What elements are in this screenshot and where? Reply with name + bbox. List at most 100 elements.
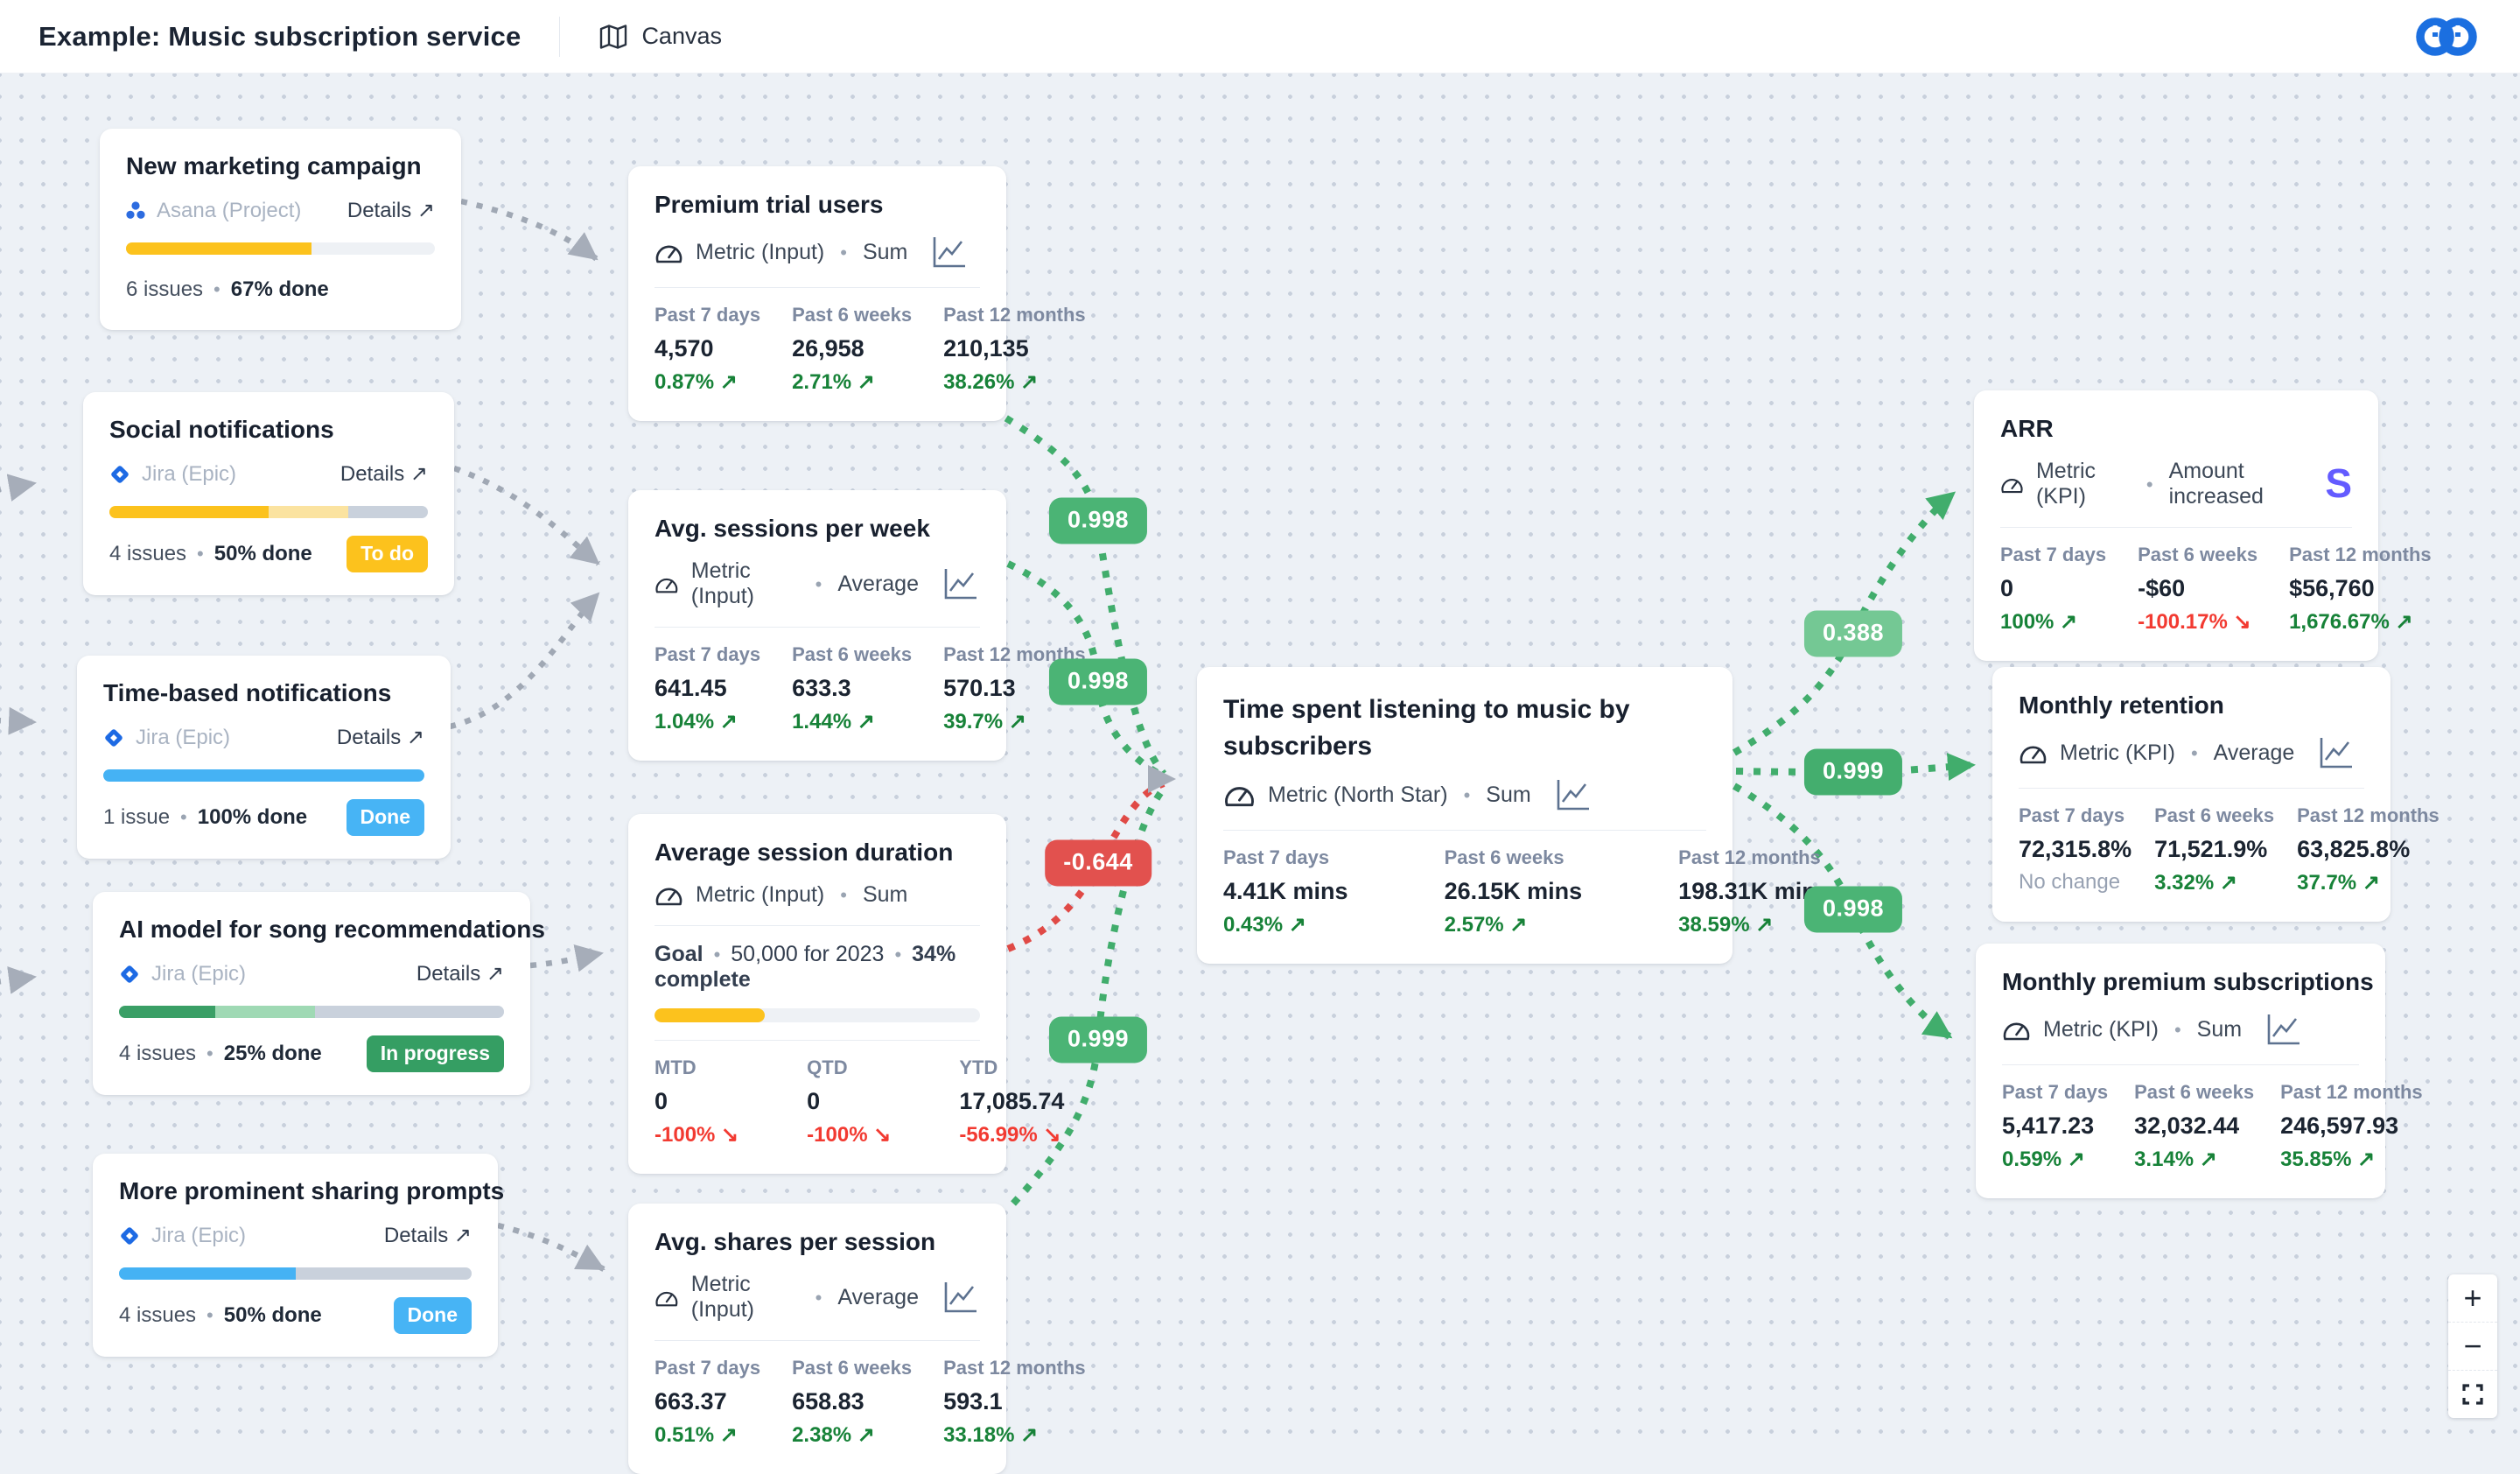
metric-card-monthly-premium-subscriptions[interactable]: Monthly premium subscriptions Metric (KP… bbox=[1976, 944, 2423, 1198]
project-source-label: Jira (Epic) bbox=[142, 461, 237, 486]
line-chart-icon[interactable] bbox=[928, 235, 969, 270]
wire-stub-1 bbox=[0, 474, 37, 502]
metric-type: Metric (KPI) bbox=[2060, 740, 2175, 765]
period-label: Past 7 days bbox=[2000, 544, 2107, 565]
period-label: Past 6 weeks bbox=[2154, 804, 2275, 826]
period-label: Past 7 days bbox=[654, 643, 761, 665]
period-label: Past 7 days bbox=[2002, 1081, 2109, 1103]
canvas[interactable]: New marketing campaign Asana (Project) D… bbox=[0, 74, 2520, 1474]
details-link[interactable]: Details ↗ bbox=[336, 726, 424, 749]
metric-delta: 38.26% ↗ bbox=[943, 370, 1039, 394]
gauge-icon bbox=[2003, 1022, 2030, 1040]
wire-stub-2 bbox=[0, 706, 37, 735]
project-card-new-marketing-campaign[interactable]: New marketing campaign Asana (Project) D… bbox=[100, 129, 461, 330]
top-bar: Example: Music subscription service Canv… bbox=[0, 0, 2520, 74]
period-label: YTD bbox=[959, 1056, 998, 1078]
metric-value: 4.41K mins bbox=[1223, 878, 1348, 904]
fullscreen-button[interactable] bbox=[2448, 1371, 2497, 1418]
correlation-badge[interactable]: 0.998 bbox=[1048, 658, 1148, 705]
line-chart-icon[interactable] bbox=[940, 1280, 980, 1315]
jira-icon bbox=[121, 1226, 138, 1245]
goal-line: Goal50,000 for 202334% complete bbox=[654, 942, 980, 993]
project-title: AI model for song recommendations bbox=[119, 916, 545, 943]
metric-card-north-star[interactable]: Time spent listening to music by subscri… bbox=[1197, 667, 1830, 964]
metric-value: 641.45 bbox=[654, 675, 727, 701]
metric-delta: 100% ↗ bbox=[2000, 610, 2078, 634]
metric-delta: -100.17% ↘ bbox=[2138, 610, 2251, 634]
goal-progress-bar bbox=[654, 1008, 980, 1022]
metric-value: -$60 bbox=[2138, 575, 2186, 601]
project-card-ai-model[interactable]: AI model for song recommendations Jira (… bbox=[93, 892, 545, 1095]
metric-delta: -100% ↘ bbox=[807, 1123, 892, 1147]
details-link[interactable]: Details ↗ bbox=[346, 199, 435, 222]
issues-summary: 1 issue100% done bbox=[103, 805, 307, 830]
metric-agg: Sum bbox=[1486, 782, 1531, 807]
status-badge: In progress bbox=[366, 1035, 504, 1072]
zoom-out-button[interactable]: − bbox=[2448, 1323, 2497, 1370]
project-source-label: Jira (Epic) bbox=[151, 961, 247, 986]
details-link[interactable]: Details ↗ bbox=[383, 1224, 472, 1247]
line-chart-icon[interactable] bbox=[940, 566, 980, 601]
line-chart-icon[interactable] bbox=[1552, 777, 1592, 812]
metric-value: 72,315.8% bbox=[2019, 836, 2132, 862]
metric-card-monthly-retention[interactable]: Monthly retention Metric (KPI) Average P… bbox=[1992, 667, 2440, 922]
metric-title: Avg. sessions per week bbox=[654, 515, 930, 542]
line-chart-icon[interactable] bbox=[2315, 735, 2356, 770]
project-card-time-based-notifications[interactable]: Time-based notifications Jira (Epic) Det… bbox=[77, 656, 451, 859]
project-source-label: Asana (Project) bbox=[157, 198, 302, 222]
metric-delta: 2.71% ↗ bbox=[792, 370, 875, 394]
metric-delta: 1.44% ↗ bbox=[792, 710, 875, 733]
gauge-icon bbox=[655, 245, 682, 263]
metric-delta: 38.59% ↗ bbox=[1678, 913, 1774, 937]
wire-northstar-retention bbox=[1735, 753, 1976, 781]
metric-delta: 3.14% ↗ bbox=[2134, 1148, 2217, 1171]
period-label: MTD bbox=[654, 1056, 696, 1078]
metric-card-premium-trial-users[interactable]: Premium trial users Metric (Input) Sum P… bbox=[628, 166, 1086, 421]
nav-canvas-label: Canvas bbox=[641, 23, 722, 49]
metric-agg: Sum bbox=[862, 882, 908, 907]
correlation-badge[interactable]: 0.999 bbox=[1048, 1016, 1148, 1063]
wire-timebased-sessions bbox=[449, 591, 601, 730]
metric-delta: 2.38% ↗ bbox=[792, 1423, 875, 1447]
metric-card-avg-sessions[interactable]: Avg. sessions per week Metric (Input) Av… bbox=[628, 490, 1086, 761]
period-label: Past 7 days bbox=[1223, 846, 1330, 868]
progress-bar bbox=[126, 242, 435, 255]
metric-value: 593.1 bbox=[943, 1388, 1003, 1414]
line-chart-icon[interactable] bbox=[2263, 1012, 2303, 1047]
jira-icon bbox=[121, 965, 138, 983]
metric-card-avg-shares[interactable]: Avg. shares per session Metric (Input) A… bbox=[628, 1204, 1086, 1474]
correlation-badge[interactable]: 0.998 bbox=[1048, 497, 1148, 544]
correlation-badge[interactable]: 0.999 bbox=[1803, 748, 1903, 796]
issues-summary: 4 issues50% done bbox=[119, 1303, 322, 1328]
metric-value: 26.15K mins bbox=[1444, 878, 1583, 904]
doubleloop-logo-icon bbox=[2416, 17, 2477, 56]
page-title: Example: Music subscription service bbox=[38, 20, 522, 52]
metric-type: Metric (Input) bbox=[696, 882, 825, 907]
metric-title: Monthly premium subscriptions bbox=[2002, 968, 2374, 995]
details-link[interactable]: Details ↗ bbox=[340, 462, 428, 486]
nav-canvas[interactable]: Canvas bbox=[598, 23, 722, 50]
correlation-badge[interactable]: -0.644 bbox=[1045, 839, 1152, 887]
project-card-sharing-prompts[interactable]: More prominent sharing prompts Jira (Epi… bbox=[93, 1154, 504, 1357]
project-card-social-notifications[interactable]: Social notifications Jira (Epic) Details… bbox=[83, 392, 454, 595]
metric-delta: 1.04% ↗ bbox=[654, 710, 738, 733]
metric-title: Monthly retention bbox=[2019, 691, 2224, 719]
metric-delta: 3.32% ↗ bbox=[2154, 871, 2237, 895]
period-label: Past 12 months bbox=[943, 1357, 1086, 1379]
status-badge: Done bbox=[393, 1297, 472, 1334]
details-link[interactable]: Details ↗ bbox=[416, 962, 504, 986]
zoom-in-button[interactable]: + bbox=[2448, 1274, 2497, 1322]
metric-value: 4,570 bbox=[654, 335, 714, 361]
issues-summary: 4 issues25% done bbox=[119, 1042, 322, 1066]
metric-card-session-duration[interactable]: Average session duration Metric (Input) … bbox=[628, 814, 1064, 1174]
gauge-icon bbox=[2001, 478, 2023, 493]
metric-card-arr[interactable]: ARR Metric (KPI) Amount increased S Past… bbox=[1974, 390, 2432, 661]
period-label: Past 7 days bbox=[2019, 804, 2125, 826]
progress-bar bbox=[119, 1006, 504, 1018]
correlation-badge[interactable]: 0.998 bbox=[1803, 886, 1903, 933]
wire-aimodel-duration bbox=[529, 944, 604, 972]
correlation-badge[interactable]: 0.388 bbox=[1803, 610, 1903, 657]
doubleloop-logo[interactable] bbox=[2412, 14, 2482, 60]
progress-bar bbox=[103, 769, 424, 782]
wire-social-sessions bbox=[452, 465, 601, 566]
